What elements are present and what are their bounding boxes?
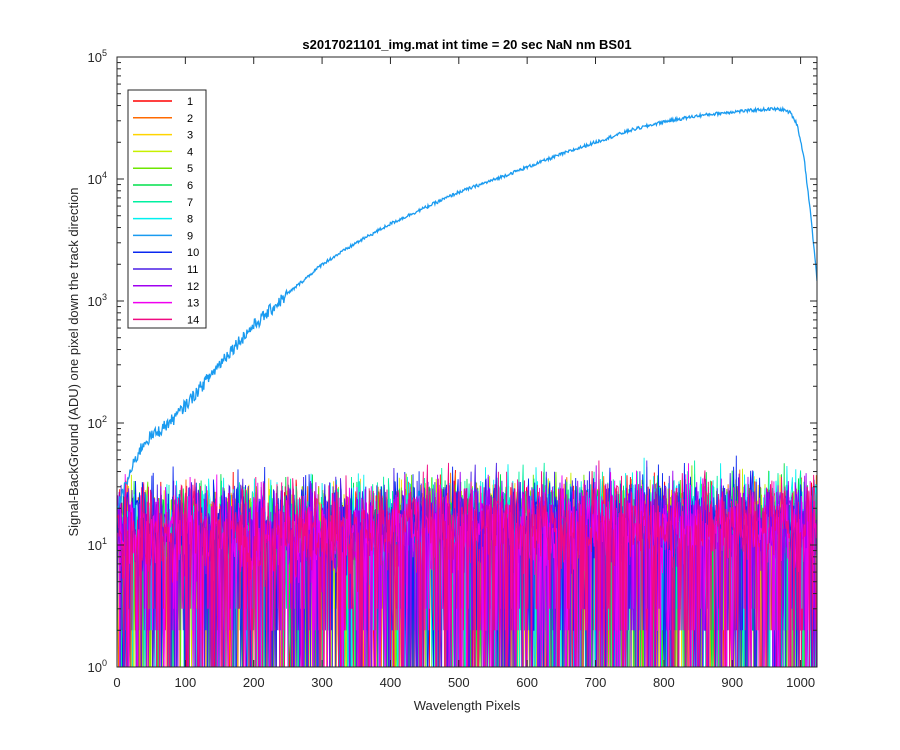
legend-label: 3 <box>187 130 193 142</box>
y-tick-label: 105 <box>88 48 107 65</box>
chart-title: s2017021101_img.mat int time = 20 sec Na… <box>302 37 631 52</box>
y-tick-label: 101 <box>88 536 107 553</box>
series-line-14 <box>117 460 817 667</box>
legend-label: 7 <box>187 197 193 209</box>
y-tick-exponent: 2 <box>102 414 107 424</box>
legend-label: 14 <box>187 314 199 326</box>
legend-label: 1 <box>187 96 193 108</box>
legend-box <box>127 89 207 329</box>
y-tick-exponent: 4 <box>102 170 107 180</box>
x-axis-label: Wavelength Pixels <box>414 698 521 713</box>
y-tick-label: 102 <box>88 414 107 431</box>
x-axis-ticks: 0 100 200 300 400 500 600 700 800 900 1000 <box>113 57 815 690</box>
y-tick-base: 10 <box>88 294 102 309</box>
series-layer <box>117 105 817 667</box>
legend-label: 10 <box>187 247 199 259</box>
y-tick-base: 10 <box>88 50 102 65</box>
y-tick-exponent: 3 <box>102 292 107 302</box>
series-line-9 <box>117 105 817 510</box>
y-tick-base: 10 <box>88 416 102 431</box>
x-tick-label: 400 <box>380 675 402 690</box>
y-tick-base: 10 <box>88 172 102 187</box>
x-tick-label: 300 <box>311 675 333 690</box>
legend-label: 9 <box>187 230 193 242</box>
x-tick-label: 900 <box>721 675 743 690</box>
legend-label: 11 <box>187 264 198 276</box>
legend-label: 8 <box>187 214 193 226</box>
y-tick-exponent: 5 <box>102 48 107 58</box>
y-tick-base: 10 <box>88 538 102 553</box>
x-tick-label: 600 <box>516 675 538 690</box>
x-tick-label: 0 <box>113 675 120 690</box>
x-tick-label: 1000 <box>786 675 815 690</box>
legend-label: 2 <box>187 113 193 125</box>
y-tick-base: 10 <box>88 660 102 675</box>
legend-label: 12 <box>187 281 199 293</box>
y-tick-label: 104 <box>88 170 107 187</box>
y-tick-label: 103 <box>88 292 107 309</box>
legend-label: 13 <box>187 298 199 310</box>
legend-label: 6 <box>187 180 193 192</box>
x-tick-label: 200 <box>243 675 265 690</box>
x-tick-label: 700 <box>585 675 607 690</box>
legend-label: 5 <box>187 163 193 175</box>
y-axis-label: Signal-BackGround (ADU) one pixel down t… <box>66 187 81 536</box>
y-tick-label: 100 <box>88 658 107 675</box>
legend-label: 4 <box>187 146 193 158</box>
plot-frame <box>116 56 818 668</box>
x-tick-label: 800 <box>653 675 675 690</box>
x-tick-label: 500 <box>448 675 470 690</box>
x-tick-label: 100 <box>175 675 197 690</box>
y-tick-exponent: 0 <box>102 658 107 668</box>
y-tick-exponent: 1 <box>102 536 107 546</box>
